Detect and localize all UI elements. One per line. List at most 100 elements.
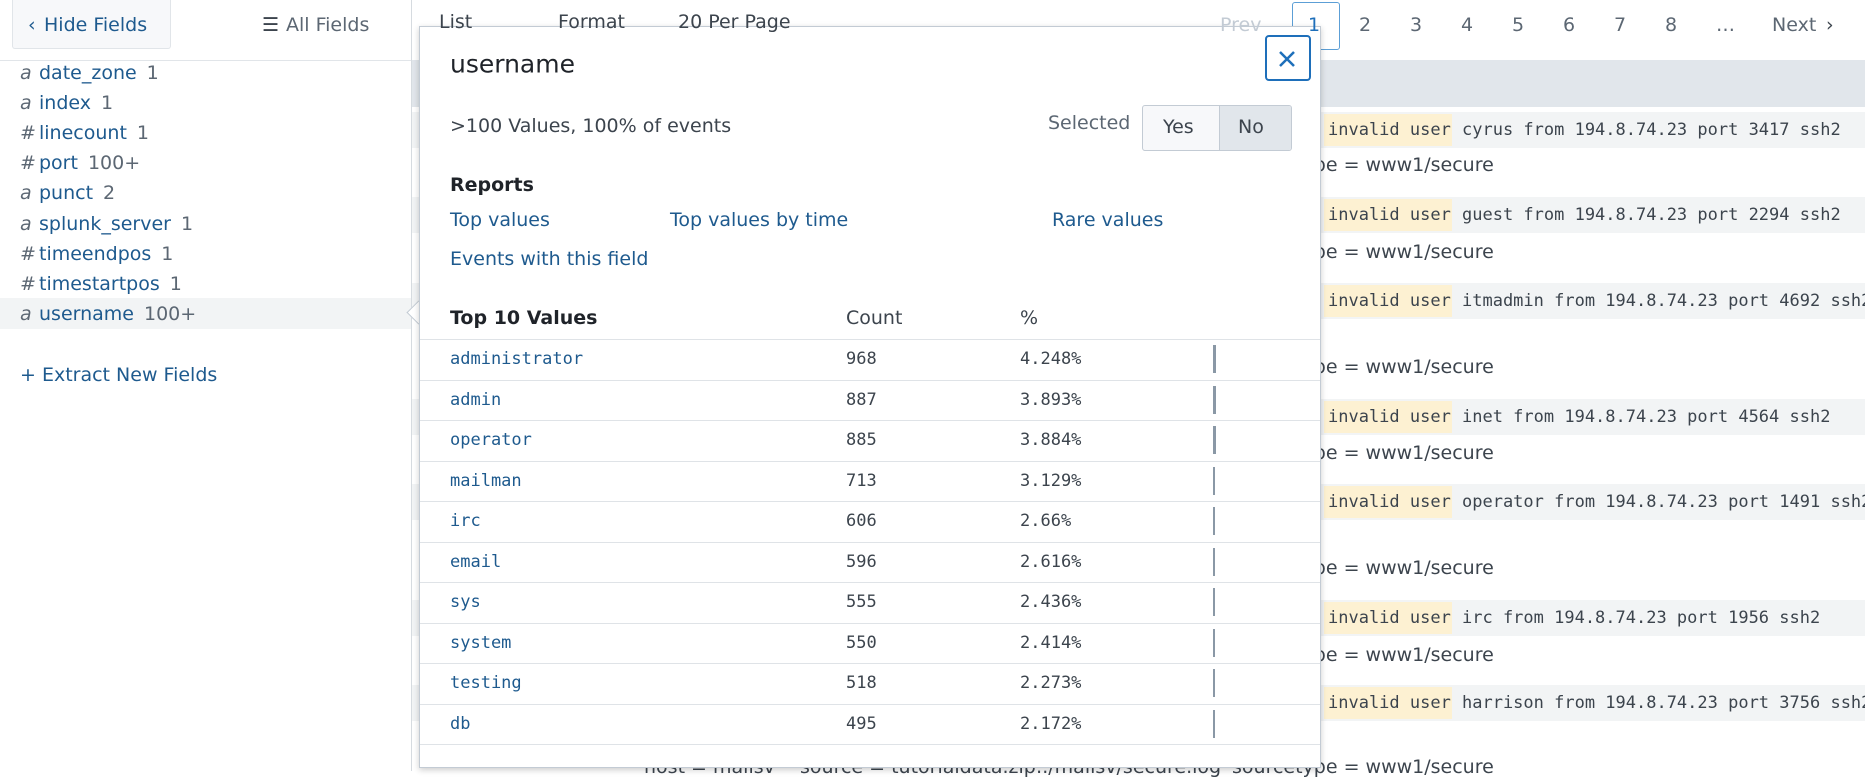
count-cell: 606	[846, 511, 877, 531]
report-link[interactable]: Top values	[450, 209, 550, 231]
field-name[interactable]: punct	[39, 182, 94, 205]
field-type: a	[20, 212, 32, 235]
count-cell: 885	[846, 430, 877, 450]
format-button[interactable]: Format	[558, 11, 625, 33]
highlight-bg	[1324, 486, 1452, 518]
percent-cell: 2.414%	[1020, 632, 1082, 653]
event-raw-text: guest from 194.8.74.23 port 2294 ssh2	[1462, 205, 1841, 225]
field-name[interactable]: username	[39, 302, 134, 325]
value-bar	[1213, 385, 1216, 414]
count-cell: 713	[846, 470, 877, 491]
extract-new-fields[interactable]: + Extract New Fields	[20, 364, 218, 386]
yes-button[interactable]: Yes	[1163, 116, 1194, 138]
value-bar	[1213, 588, 1215, 616]
page-link[interactable]: 7	[1614, 14, 1627, 36]
event-raw-text: operator from 194.8.74.23 port 1491 ssh2	[1462, 492, 1865, 512]
table-header: Top 10 Values	[450, 307, 598, 329]
row-divider	[420, 379, 1320, 381]
percent-cell: 2.436%	[1020, 592, 1082, 612]
value-link[interactable]: email	[450, 551, 502, 572]
close-button[interactable]	[1265, 35, 1311, 81]
page-link[interactable]: 8	[1665, 14, 1678, 36]
all-fields-label[interactable]: All Fields	[286, 14, 370, 36]
page-link[interactable]: 5	[1512, 14, 1525, 36]
report-link[interactable]: Events with this field	[450, 248, 649, 270]
percent-cell: 3.884%	[1020, 430, 1082, 450]
value-link[interactable]: irc	[450, 511, 481, 531]
field-name[interactable]: index	[39, 92, 91, 115]
event-highlight: invalid user	[1328, 492, 1451, 512]
field-count: 2	[103, 182, 116, 205]
page-link[interactable]: 4	[1461, 14, 1474, 36]
field-count: 1	[180, 212, 194, 235]
value-link[interactable]: operator	[450, 430, 532, 450]
event-highlight: invalid user	[1328, 205, 1451, 225]
event-raw-text: harrison from 194.8.74.23 port 3756 ssh2	[1462, 693, 1865, 713]
prev-button[interactable]: Prev	[1220, 14, 1262, 36]
highlight-bg	[1324, 114, 1452, 146]
value-link[interactable]: db	[450, 713, 471, 734]
field-type: a	[20, 62, 32, 84]
field-count: 1	[146, 62, 159, 84]
field-name[interactable]: linecount	[39, 122, 127, 145]
value-link[interactable]: mailman	[450, 470, 522, 491]
field-name[interactable]: timeendpos	[39, 242, 152, 265]
percent-cell: 2.273%	[1020, 673, 1082, 693]
no-button[interactable]: No	[1238, 116, 1264, 138]
row-divider	[420, 582, 1320, 583]
value-bar	[1213, 426, 1216, 454]
all-fields-icon: ☰	[262, 14, 280, 36]
field-name[interactable]: date_zone	[39, 62, 137, 84]
highlight-bg	[1324, 602, 1452, 634]
list-button[interactable]: List	[439, 11, 473, 33]
event-highlight: invalid user	[1328, 120, 1451, 140]
percent-cell: 4.248%	[1020, 349, 1082, 369]
percent-cell: 2.172%	[1020, 713, 1082, 734]
popup-title: username	[450, 49, 575, 79]
value-bar	[1213, 628, 1215, 657]
count-cell: 596	[846, 551, 877, 572]
event-raw-text: irc from 194.8.74.23 port 1956 ssh2	[1462, 608, 1821, 628]
field-name[interactable]: splunk_server	[39, 212, 171, 235]
percent-cell: 2.66%	[1020, 511, 1072, 531]
value-link[interactable]: testing	[450, 673, 522, 693]
page-link[interactable]: 1	[1308, 14, 1321, 36]
count-cell: 518	[846, 673, 877, 693]
value-link[interactable]: administrator	[450, 349, 584, 369]
field-name[interactable]: timestartpos	[39, 272, 160, 295]
per-page-button[interactable]: 20 Per Page	[678, 11, 791, 33]
hide-fields-button[interactable]	[12, 0, 171, 49]
event-highlight: invalid user	[1328, 407, 1451, 427]
event-raw-text: inet from 194.8.74.23 port 4564 ssh2	[1462, 407, 1831, 427]
report-link[interactable]: Top values by time	[670, 209, 849, 231]
selected-label: Selected	[1048, 112, 1131, 134]
sidebar-divider	[411, 0, 412, 771]
row-divider	[420, 622, 1320, 624]
page-link[interactable]: 6	[1563, 14, 1576, 36]
value-link[interactable]: system	[450, 632, 512, 653]
no-active-bg	[1219, 106, 1291, 150]
value-link[interactable]: sys	[450, 592, 481, 612]
field-name[interactable]: port	[39, 152, 78, 175]
page-link[interactable]: …	[1716, 14, 1735, 36]
reports-heading: Reports	[450, 174, 534, 196]
field-count: 1	[169, 272, 182, 295]
field-count: 1	[136, 122, 149, 145]
highlight-bg	[1324, 199, 1452, 231]
page-link[interactable]: 3	[1410, 14, 1423, 36]
field-type: a	[20, 92, 32, 115]
next-button[interactable]: Next	[1772, 14, 1817, 36]
field-type: a	[20, 182, 32, 205]
field-popup: username >100 Values, 100% of events Selec…	[419, 26, 1321, 768]
percent-cell: 2.616%	[1020, 551, 1082, 572]
row-divider	[420, 420, 1320, 421]
page-link[interactable]: 2	[1359, 14, 1372, 36]
hide-fields-label[interactable]: Hide Fields	[44, 14, 148, 36]
row-divider	[420, 501, 1320, 502]
event-raw-text: itmadmin from 194.8.74.23 port 4692 ssh2	[1462, 291, 1865, 311]
next-chevron: ›	[1826, 14, 1834, 36]
report-link[interactable]: Rare values	[1052, 209, 1164, 231]
value-link[interactable]: admin	[450, 389, 502, 410]
field-type: #	[20, 272, 36, 295]
